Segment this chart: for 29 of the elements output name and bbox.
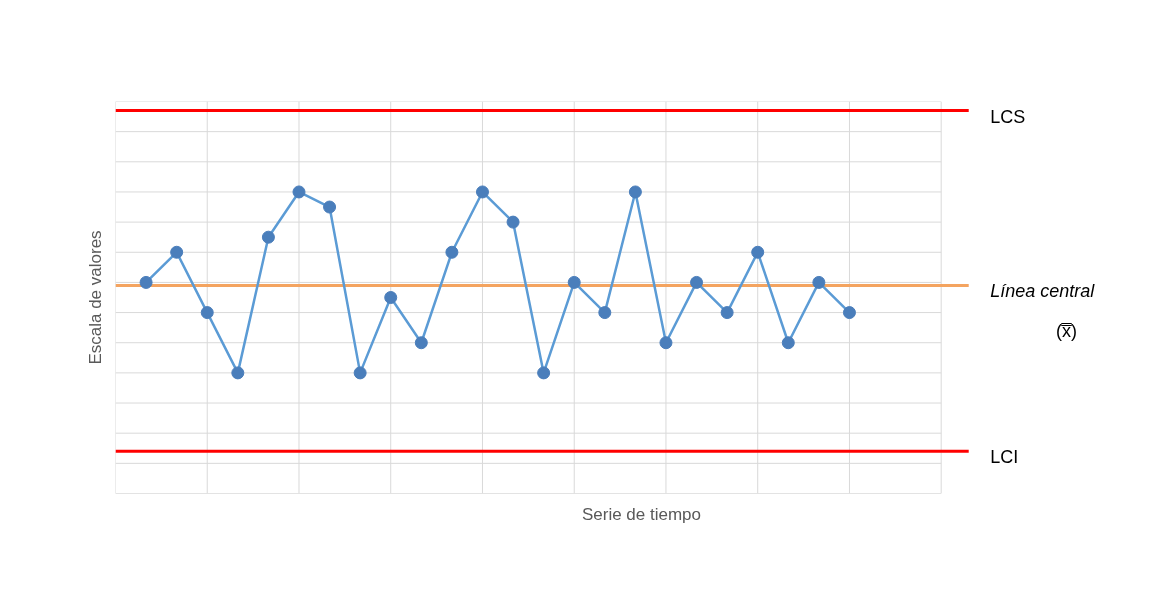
point — [720, 306, 734, 320]
ref-line-label: Línea central (x̿) — [990, 281, 1096, 342]
point — [323, 200, 337, 214]
point — [659, 336, 673, 350]
point — [445, 245, 459, 259]
point — [781, 336, 795, 350]
point — [537, 366, 551, 380]
point — [598, 306, 612, 320]
point — [812, 275, 826, 289]
point — [261, 230, 275, 244]
point — [567, 275, 581, 289]
y-axis-title: Escala de valores — [85, 230, 105, 365]
point — [414, 336, 428, 350]
ref-line-label: LCS — [990, 106, 1026, 127]
point — [751, 245, 765, 259]
point — [170, 245, 184, 259]
point — [292, 185, 306, 199]
point — [139, 275, 153, 289]
point — [506, 215, 520, 229]
point — [353, 366, 367, 380]
point — [200, 306, 214, 320]
point — [842, 306, 856, 320]
point — [475, 185, 489, 199]
point — [690, 275, 704, 289]
point — [384, 291, 398, 304]
x-axis-title: Serie de tiempo — [581, 504, 702, 524]
point — [628, 185, 642, 199]
ref-line-label: LCI — [990, 447, 1019, 468]
point — [231, 366, 245, 380]
